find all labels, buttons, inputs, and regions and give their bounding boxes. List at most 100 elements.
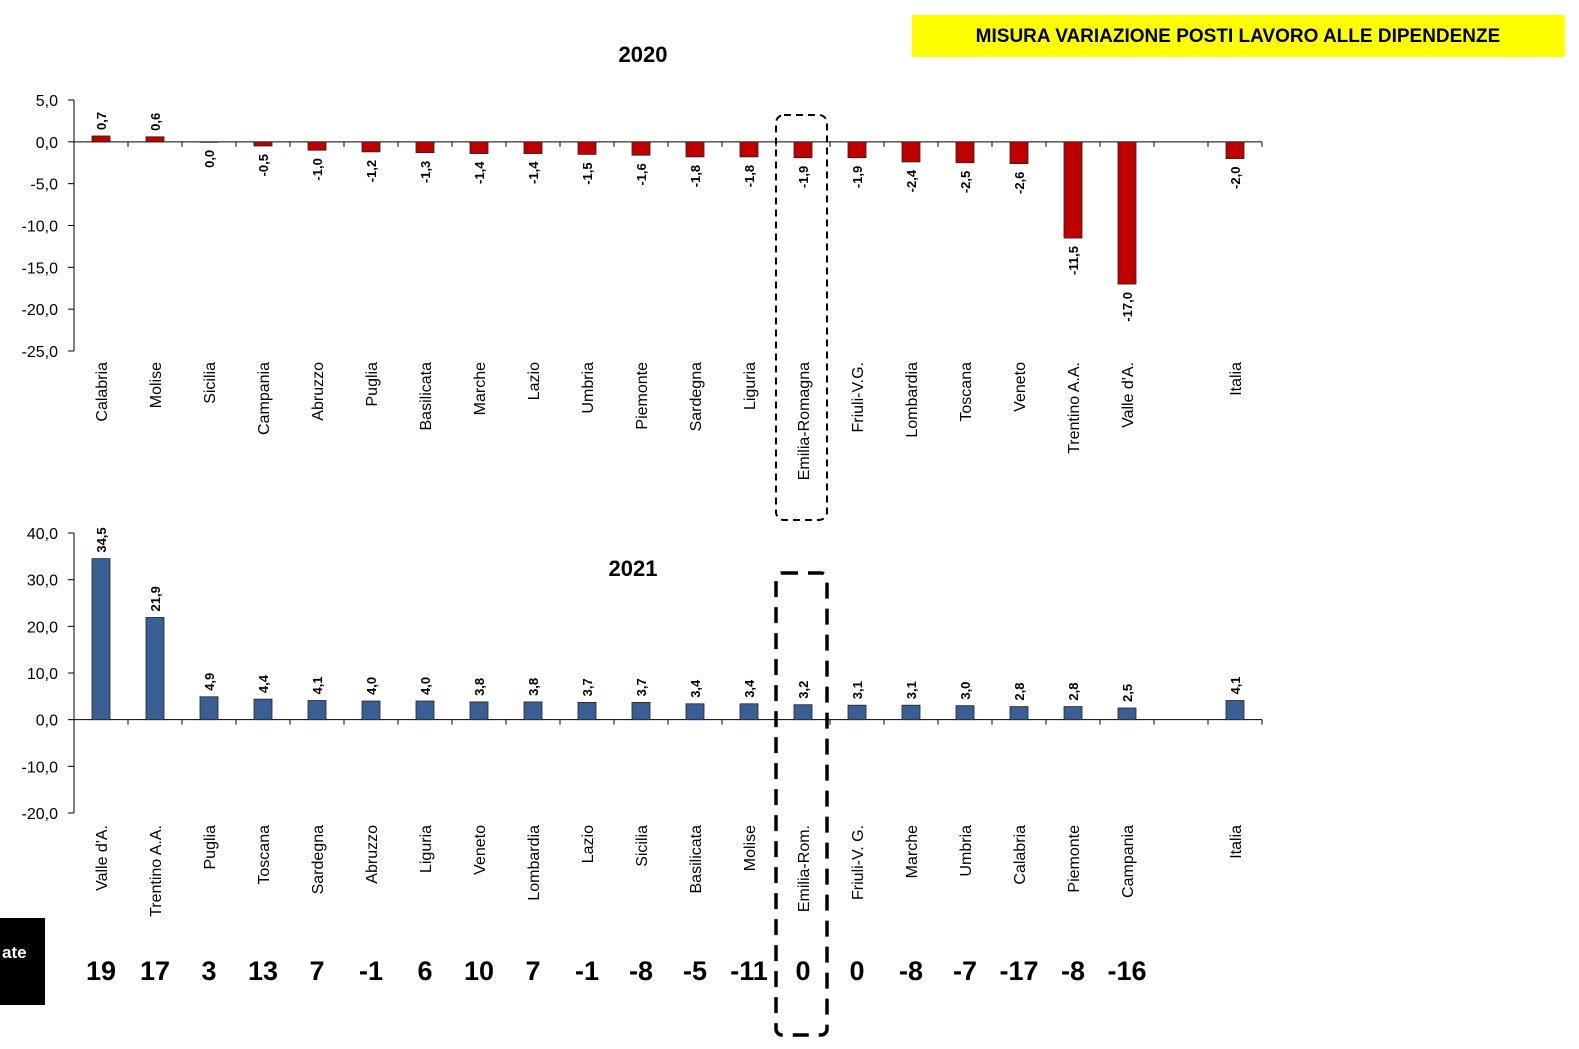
- bar: [1063, 141, 1083, 239]
- x-tick-label: Basilicata: [418, 362, 435, 431]
- x-tick-label: Toscana: [958, 362, 975, 422]
- y-tick-label: 5,0: [36, 93, 58, 110]
- value-label: 4,9: [202, 673, 217, 691]
- rank-change: 7: [525, 956, 540, 986]
- bar: [469, 141, 489, 154]
- x-tick-label: Friuli-V. G.: [850, 825, 867, 900]
- value-label: -1,4: [526, 161, 541, 184]
- x-tick-label: Molise: [742, 825, 759, 871]
- value-label: 0,6: [148, 113, 163, 131]
- rank-change: 0: [795, 956, 810, 986]
- x-tick-label: Lazio: [526, 362, 543, 400]
- x-tick-label: Sardegna: [310, 825, 327, 894]
- x-tick-label: Piemonte: [634, 362, 651, 430]
- y-tick-label: -20,0: [22, 302, 59, 319]
- rank-change: -5: [683, 956, 707, 986]
- x-tick-label: Toscana: [256, 825, 273, 885]
- x-tick-label: Valle d'A.: [1120, 362, 1137, 428]
- bar: [253, 141, 273, 147]
- x-tick-label: Campania: [256, 362, 273, 435]
- value-label: 4,0: [364, 677, 379, 695]
- bar: [577, 141, 597, 155]
- bar: [1117, 141, 1137, 285]
- value-label: 3,1: [850, 681, 865, 699]
- value-label: -2,6: [1012, 172, 1027, 194]
- chart-title: 2020: [619, 42, 668, 67]
- x-tick-label: Veneto: [1012, 362, 1029, 412]
- chart-title: 2021: [609, 556, 658, 581]
- bar: [199, 696, 219, 721]
- bar: [91, 135, 111, 143]
- value-label: 3,0: [958, 682, 973, 700]
- bar: [955, 141, 975, 164]
- value-label: 4,0: [418, 677, 433, 695]
- value-label: 4,1: [310, 676, 325, 694]
- bar: [631, 141, 651, 156]
- x-tick-label: Umbria: [580, 362, 597, 414]
- x-tick-label: Campania: [1120, 825, 1137, 898]
- x-tick-label: Italia: [1228, 362, 1245, 396]
- value-label: 2,8: [1012, 683, 1027, 701]
- value-label: 3,8: [526, 678, 541, 696]
- value-label: 2,8: [1066, 683, 1081, 701]
- value-label: 2,5: [1120, 684, 1135, 702]
- bar: [361, 141, 381, 153]
- bar: [901, 704, 921, 721]
- value-label: -1,9: [796, 166, 811, 188]
- value-label: 3,7: [634, 678, 649, 696]
- value-label: -2,4: [904, 169, 919, 192]
- value-label: 0,0: [202, 150, 217, 168]
- bar: [145, 617, 165, 721]
- bar: [199, 141, 219, 143]
- rank-change: 7: [309, 956, 324, 986]
- highlight-box: [774, 571, 829, 1037]
- bar: [1225, 700, 1245, 721]
- y-tick-label: 10,0: [27, 666, 58, 683]
- bar: [523, 141, 543, 154]
- x-tick-label: Puglia: [202, 825, 219, 870]
- bar: [793, 704, 813, 721]
- side-box: [0, 918, 45, 1005]
- x-tick-label: Basilicata: [688, 825, 705, 894]
- bar: [955, 705, 975, 721]
- value-label: 4,4: [256, 674, 271, 693]
- y-tick-label: 0,0: [36, 713, 58, 730]
- x-tick-label: Valle d'A.: [94, 825, 111, 891]
- value-label: -0,5: [256, 154, 271, 176]
- rank-change: 0: [849, 956, 864, 986]
- bar: [361, 700, 381, 721]
- x-tick-label: Molise: [148, 362, 165, 408]
- value-label: -1,0: [310, 158, 325, 180]
- x-tick-label: Abruzzo: [364, 825, 381, 884]
- x-tick-label: Friuli-V.G.: [850, 362, 867, 433]
- rank-change: 6: [417, 956, 432, 986]
- bar: [523, 701, 543, 721]
- value-label: 0,7: [94, 112, 109, 130]
- value-label: -1,3: [418, 161, 433, 183]
- value-label: -1,2: [364, 160, 379, 182]
- highlight-box: [775, 114, 828, 521]
- y-tick-label: 20,0: [27, 619, 58, 636]
- bar: [685, 141, 705, 158]
- value-label: -2,0: [1228, 167, 1243, 189]
- rank-change: -17: [999, 956, 1038, 986]
- bar: [631, 702, 651, 721]
- value-label: 34,5: [94, 527, 109, 552]
- y-tick-label: -10,0: [22, 759, 59, 776]
- value-label: 3,2: [796, 681, 811, 699]
- bar: [739, 141, 759, 158]
- x-tick-label: Lazio: [580, 825, 597, 863]
- bar: [739, 703, 759, 721]
- y-tick-label: -15,0: [22, 260, 59, 277]
- x-tick-label: Veneto: [472, 825, 489, 875]
- rank-change: -1: [575, 956, 599, 986]
- bar: [415, 141, 435, 154]
- rank-change: -1: [359, 956, 383, 986]
- x-tick-label: Puglia: [364, 362, 381, 407]
- rank-change: 17: [140, 956, 170, 986]
- bar: [307, 141, 327, 151]
- x-tick-label: Liguria: [742, 362, 759, 410]
- bar: [415, 700, 435, 721]
- value-label: -17,0: [1120, 292, 1135, 322]
